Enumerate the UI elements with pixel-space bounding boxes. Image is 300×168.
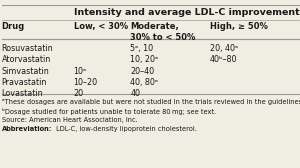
- Text: LDL-C, low-density lipoprotein cholesterol.: LDL-C, low-density lipoprotein cholester…: [54, 126, 197, 132]
- Text: High, ≥ 50%: High, ≥ 50%: [210, 22, 268, 31]
- Text: Pravastatin: Pravastatin: [2, 78, 47, 87]
- Text: Atorvastatin: Atorvastatin: [2, 55, 51, 64]
- Text: 20–40: 20–40: [130, 67, 154, 76]
- Text: Low, < 30%: Low, < 30%: [74, 22, 128, 31]
- Text: 20, 40ᵃ: 20, 40ᵃ: [210, 44, 238, 53]
- Text: ᵃThese dosages are available but were not studied in the trials reviewed in the : ᵃThese dosages are available but were no…: [2, 99, 300, 106]
- Text: Abbreviation:: Abbreviation:: [2, 126, 52, 132]
- Text: 40ᵇ–80: 40ᵇ–80: [210, 55, 238, 64]
- Text: 10–20: 10–20: [74, 78, 98, 87]
- Text: Rosuvastatin: Rosuvastatin: [2, 44, 53, 53]
- Text: ᵇDosage studied for patients unable to tolerate 80 mg; see text.: ᵇDosage studied for patients unable to t…: [2, 108, 216, 115]
- Text: 5ᵃ, 10: 5ᵃ, 10: [130, 44, 154, 53]
- Text: Intensity and average LDL-C improvement: Intensity and average LDL-C improvement: [74, 8, 299, 17]
- Text: Simvastatin: Simvastatin: [2, 67, 49, 76]
- Text: Moderate,
30% to < 50%: Moderate, 30% to < 50%: [130, 22, 196, 42]
- Text: 10, 20ᵃ: 10, 20ᵃ: [130, 55, 159, 64]
- Text: Drug: Drug: [2, 22, 25, 31]
- Text: 20: 20: [74, 89, 84, 98]
- Text: Lovastatin: Lovastatin: [2, 89, 43, 98]
- Text: 10ᵃ: 10ᵃ: [74, 67, 87, 76]
- Text: 40: 40: [130, 89, 140, 98]
- Text: 40, 80ᵃ: 40, 80ᵃ: [130, 78, 158, 87]
- Text: Source: American Heart Association, Inc.: Source: American Heart Association, Inc.: [2, 117, 137, 123]
